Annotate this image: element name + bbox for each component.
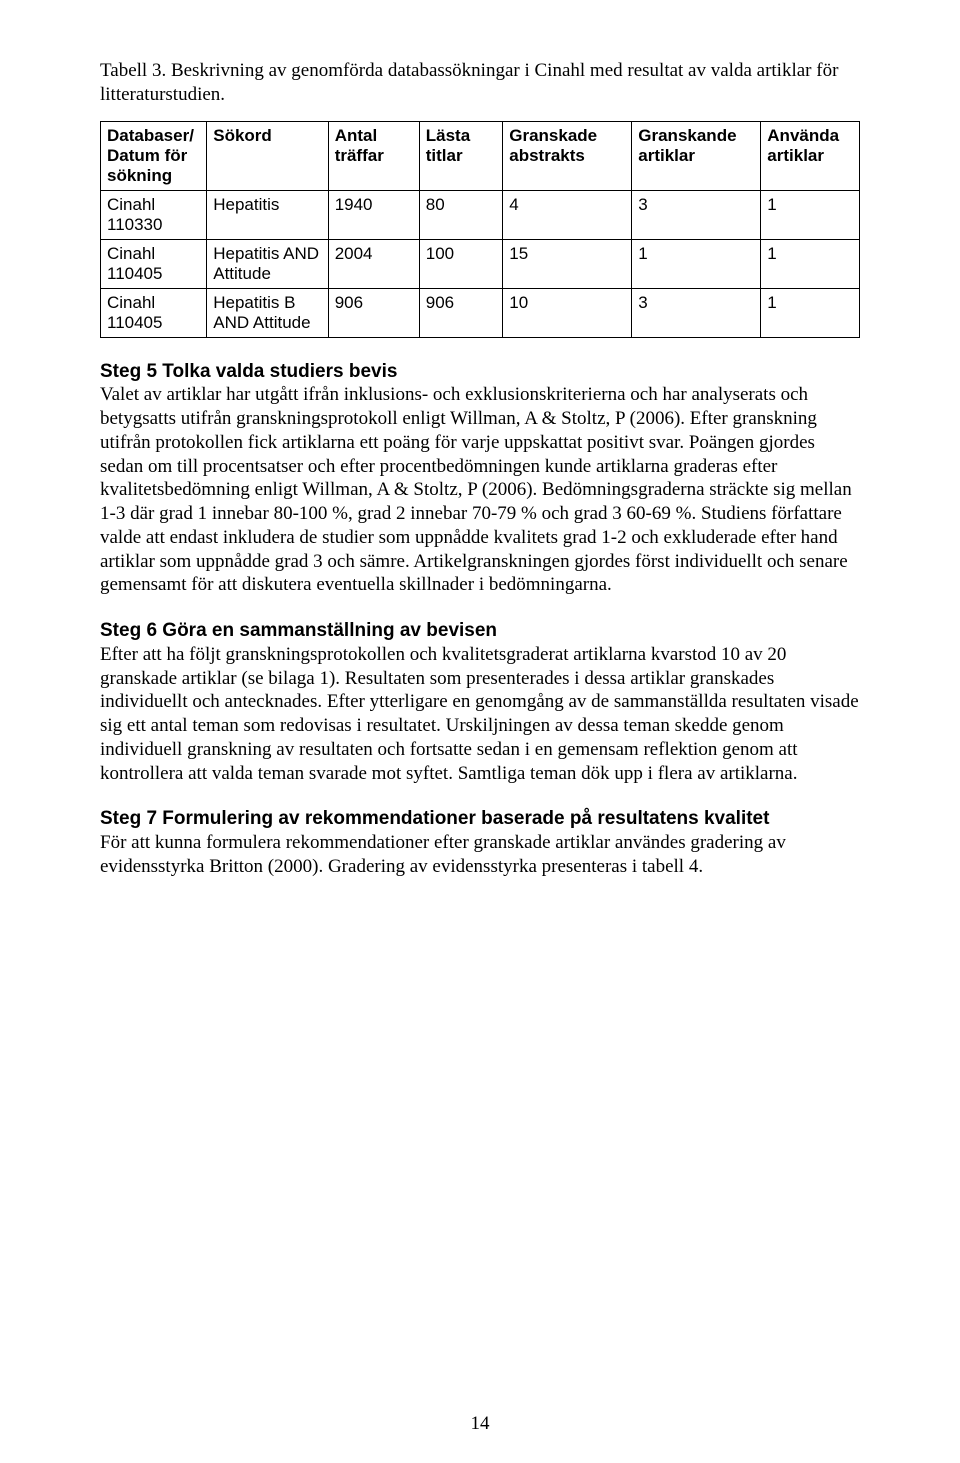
section-heading: Steg 6 Göra en sammanställning av bevise… <box>100 620 497 641</box>
cell-las: 906 <box>419 288 502 337</box>
cell-db: Cinahl 110405 <box>101 239 207 288</box>
cell-sok: Hepatitis <box>207 190 328 239</box>
section-step6: Steg 6 Göra en sammanställning av bevise… <box>100 619 860 785</box>
section-step5: Steg 5 Tolka valda studiers bevis Valet … <box>100 360 860 598</box>
cell-grk: 3 <box>632 288 761 337</box>
cell-grk: 3 <box>632 190 761 239</box>
table-row: Cinahl 110330 Hepatitis 1940 80 4 3 1 <box>101 190 860 239</box>
cell-ant: 2004 <box>328 239 419 288</box>
page-container: Tabell 3. Beskrivning av genomförda data… <box>0 0 960 1463</box>
cell-anv: 1 <box>761 190 860 239</box>
col-header: Databaser/ Datum för sökning <box>101 121 207 190</box>
cell-las: 80 <box>419 190 502 239</box>
table-caption: Tabell 3. Beskrivning av genomförda data… <box>100 59 860 107</box>
cell-db: Cinahl 110405 <box>101 288 207 337</box>
cell-gra: 15 <box>503 239 632 288</box>
col-header: Antal träffar <box>328 121 419 190</box>
table-row: Cinahl 110405 Hepatitis B AND Attitude 9… <box>101 288 860 337</box>
col-header: Lästa titlar <box>419 121 502 190</box>
cell-las: 100 <box>419 239 502 288</box>
table-header-row: Databaser/ Datum för sökning Sökord Anta… <box>101 121 860 190</box>
col-header: Använda artiklar <box>761 121 860 190</box>
cell-ant: 906 <box>328 288 419 337</box>
section-step7: Steg 7 Formulering av rekommendationer b… <box>100 807 860 878</box>
section-body-text: Valet av artiklar har utgått ifrån inklu… <box>100 384 852 595</box>
col-header: Granskande artiklar <box>632 121 761 190</box>
cell-ant: 1940 <box>328 190 419 239</box>
page-number: 14 <box>0 1413 960 1435</box>
section-body-text: Efter att ha följt granskningsprotokolle… <box>100 644 859 784</box>
table-row: Cinahl 110405 Hepatitis AND Attitude 200… <box>101 239 860 288</box>
cell-gra: 4 <box>503 190 632 239</box>
section-body-text: För att kunna formulera rekommendationer… <box>100 832 786 877</box>
col-header: Granskade abstrakts <box>503 121 632 190</box>
cell-gra: 10 <box>503 288 632 337</box>
cell-grk: 1 <box>632 239 761 288</box>
cell-anv: 1 <box>761 288 860 337</box>
cell-anv: 1 <box>761 239 860 288</box>
section-heading: Steg 7 Formulering av rekommendationer b… <box>100 808 769 829</box>
cell-sok: Hepatitis AND Attitude <box>207 239 328 288</box>
col-header: Sökord <box>207 121 328 190</box>
section-heading: Steg 5 Tolka valda studiers bevis <box>100 361 397 382</box>
cell-db: Cinahl 110330 <box>101 190 207 239</box>
cell-sok: Hepatitis B AND Attitude <box>207 288 328 337</box>
results-table: Databaser/ Datum för sökning Sökord Anta… <box>100 121 860 338</box>
